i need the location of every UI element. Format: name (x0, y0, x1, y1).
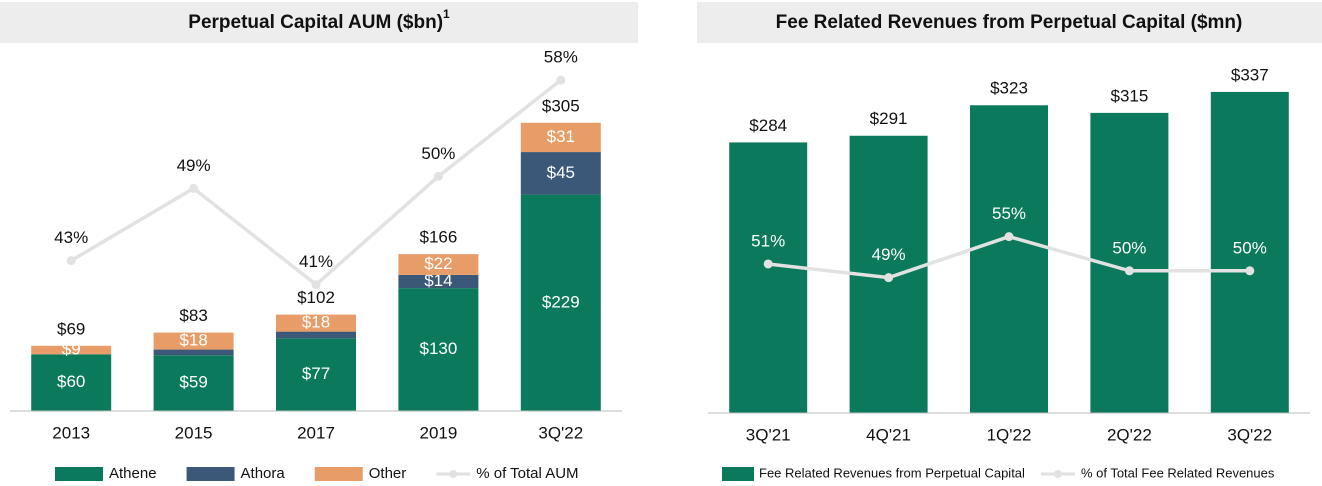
total-label: $305 (542, 96, 580, 115)
bar-segment (970, 105, 1048, 414)
x-tick-label: 2013 (52, 423, 90, 442)
legend-swatch (55, 467, 103, 481)
line-marker (311, 280, 321, 290)
line-value-label: 49% (872, 245, 906, 264)
line-marker (1004, 232, 1014, 242)
line-value-label: 43% (54, 228, 88, 247)
bar-segment (31, 345, 112, 355)
chart-title: Fee Related Revenues from Perpetual Capi… (776, 12, 1243, 33)
line-marker (763, 259, 773, 269)
bar-segment (520, 194, 601, 411)
x-tick-label: 3Q'22 (538, 423, 583, 442)
bar-segment (153, 332, 234, 350)
line-value-label: 49% (177, 156, 211, 175)
bar-value-label: $31 (547, 127, 575, 146)
line-marker (1124, 266, 1134, 276)
bar-segment (398, 274, 479, 289)
chart-title: Perpetual Capital AUM ($bn)1 (188, 7, 450, 33)
line-value-label: 50% (1112, 238, 1146, 257)
legend-swatch (722, 467, 754, 481)
legend-swatch (186, 467, 235, 481)
bar-value-label: $130 (419, 339, 457, 358)
legend-marker (449, 470, 458, 478)
line-value-label: 50% (421, 144, 455, 163)
legend-label: Other (369, 465, 407, 482)
total-label: $69 (57, 319, 85, 338)
line-value-label: 51% (751, 231, 785, 250)
x-tick-label: 2Q'22 (1107, 425, 1152, 444)
bar-segment (1210, 91, 1289, 413)
line-marker (66, 256, 76, 266)
bar-segment (153, 355, 234, 411)
legend-label: % of Total Fee Related Revenues (1081, 465, 1275, 480)
x-tick-label: 3Q'22 (1227, 425, 1272, 444)
total-label: $102 (297, 288, 335, 307)
line-marker (433, 171, 443, 181)
x-tick-label: 2019 (419, 423, 457, 442)
line-marker (556, 75, 566, 85)
bar-segment (520, 152, 601, 195)
x-tick-label: 2015 (175, 423, 213, 442)
line-marker (1245, 266, 1255, 276)
line-value-label: 50% (1233, 238, 1267, 257)
bar-segment (398, 254, 479, 275)
bar-value-label: $45 (547, 163, 575, 182)
bar-segment (398, 288, 479, 411)
legend-label: % of Total AUM (476, 465, 578, 482)
bar-segment (31, 354, 112, 411)
bar-value-label: $14 (424, 271, 452, 290)
title-band (697, 2, 1322, 43)
line-marker (884, 273, 894, 283)
bar-value-label: $9 (62, 340, 81, 359)
line-value-label: 41% (299, 252, 333, 271)
bar-value-label: $77 (302, 364, 330, 383)
bar-segment (276, 331, 356, 339)
total-label: $83 (179, 306, 207, 325)
title-band (0, 2, 638, 43)
legend-swatch (314, 467, 363, 481)
x-tick-label: 3Q'21 (746, 425, 791, 444)
legend-marker (1053, 470, 1062, 478)
bar-segment (276, 314, 356, 332)
bar-value-label: $291 (870, 109, 908, 128)
bar-value-label: $315 (1110, 86, 1148, 105)
bar-segment (153, 349, 234, 356)
bar-value-label: $60 (57, 372, 85, 391)
x-tick-label: 4Q'21 (866, 425, 911, 444)
bar-segment (729, 142, 808, 413)
bar-segment (276, 338, 356, 411)
bar-value-label: $18 (179, 331, 207, 350)
bar-value-label: $337 (1231, 65, 1269, 84)
title-footnote: 1 (443, 7, 450, 21)
x-tick-label: 1Q'22 (987, 425, 1032, 444)
legend-label: Athene (109, 465, 157, 482)
bar-value-label: $22 (424, 254, 452, 273)
line-marker (189, 183, 199, 193)
x-tick-label: 2017 (297, 423, 335, 442)
bar-value-label: $59 (179, 373, 207, 392)
bar-value-label: $229 (542, 292, 580, 311)
line-value-label: 58% (544, 48, 578, 67)
bar-value-label: $284 (749, 116, 787, 135)
legend-label: Athora (241, 465, 286, 482)
bar-value-label: $18 (302, 313, 330, 332)
legend-label: Fee Related Revenues from Perpetual Capi… (759, 465, 1025, 480)
title-text: Perpetual Capital AUM ($bn) (188, 12, 443, 33)
bar-segment (520, 122, 601, 153)
line-value-label: 55% (992, 204, 1026, 223)
total-label: $166 (419, 228, 457, 247)
bar-value-label: $323 (990, 79, 1028, 98)
